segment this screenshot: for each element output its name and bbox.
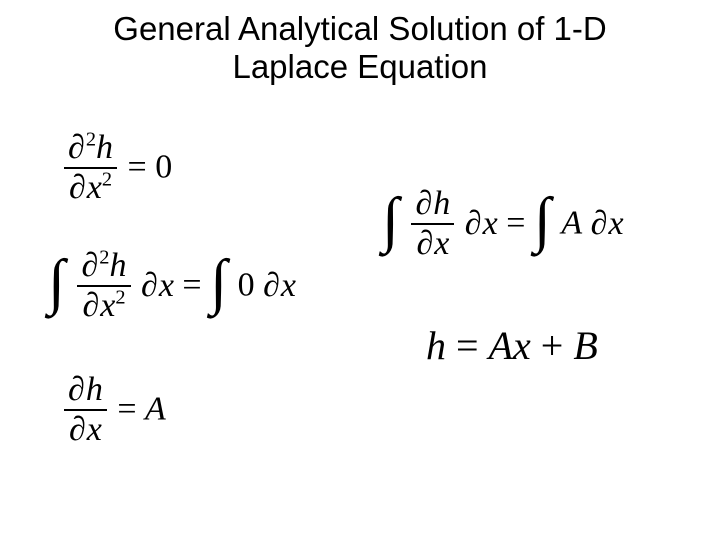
eq5-h: h <box>426 323 446 368</box>
eq2-num-var: h <box>110 247 127 284</box>
eq2-zero: 0 <box>238 267 255 304</box>
eq2-num-exp: 2 <box>99 247 109 269</box>
eq3-den-partial: ∂ <box>69 411 86 448</box>
equation-second-integration: ∫ ∂h ∂x ∂x = ∫ A ∂x <box>382 186 624 261</box>
eq2-fraction: ∂2h ∂x2 <box>77 248 130 323</box>
eq2-dx1-x: x <box>159 267 174 304</box>
eq3-num-partial: ∂ <box>68 371 85 408</box>
eq4-num-var: h <box>433 185 450 222</box>
eq3-equals: = <box>117 391 145 428</box>
eq4-den-var: x <box>434 225 449 262</box>
eq1-num-var: h <box>96 129 113 166</box>
eq2-dx2-d: ∂ <box>263 267 280 304</box>
eq1-den-exp: 2 <box>102 168 112 190</box>
title-line-2: Laplace Equation <box>232 48 487 85</box>
eq2-dx2-x: x <box>281 267 296 304</box>
eq4-fraction: ∂h ∂x <box>411 186 454 261</box>
title-line-1: General Analytical Solution of 1-D <box>113 10 606 47</box>
eq3-fraction: ∂h ∂x <box>64 372 107 447</box>
eq4-num-partial: ∂ <box>415 185 432 222</box>
eq2-equals: = <box>182 267 210 304</box>
slide-title: General Analytical Solution of 1-D Lapla… <box>0 10 720 86</box>
eq1-equals: = <box>128 149 156 186</box>
eq3-num-var: h <box>86 371 103 408</box>
equation-first-derivative: ∂h ∂x = A <box>62 372 166 447</box>
eq1-num-partial: ∂ <box>68 129 85 166</box>
eq4-dx1-x: x <box>483 205 498 242</box>
eq5-plus: + <box>541 323 574 368</box>
eq4-equals: = <box>506 205 534 242</box>
eq1-rhs: 0 <box>155 149 172 186</box>
eq4-dx1-d: ∂ <box>465 205 482 242</box>
eq5-x: x <box>513 323 531 368</box>
eq2-den-var: x <box>100 287 115 324</box>
eq1-den-var: x <box>87 169 102 206</box>
eq2-den-exp: 2 <box>115 286 125 308</box>
eq3-den-var: x <box>87 411 102 448</box>
eq4-dx2-d: ∂ <box>591 205 608 242</box>
eq1-num-exp: 2 <box>86 129 96 151</box>
equation-solution: h = Ax + B <box>426 322 598 369</box>
equation-laplace: ∂2h ∂x2 = 0 <box>62 130 172 205</box>
eq4-a: A <box>561 205 582 242</box>
eq5-b: B <box>573 323 597 368</box>
eq2-den-partial: ∂ <box>82 287 99 324</box>
eq1-fraction: ∂2h ∂x2 <box>64 130 117 205</box>
eq3-rhs: A <box>145 391 166 428</box>
eq4-den-partial: ∂ <box>416 225 433 262</box>
eq2-dx1-d: ∂ <box>141 267 158 304</box>
eq1-den-partial: ∂ <box>69 169 86 206</box>
eq5-equals: = <box>456 323 489 368</box>
eq4-dx2-x: x <box>608 205 623 242</box>
eq2-num-partial: ∂ <box>81 247 98 284</box>
eq5-a: A <box>489 323 513 368</box>
slide: General Analytical Solution of 1-D Lapla… <box>0 0 720 540</box>
equation-first-integration: ∫ ∂2h ∂x2 ∂x = ∫ 0 ∂x <box>48 248 296 323</box>
